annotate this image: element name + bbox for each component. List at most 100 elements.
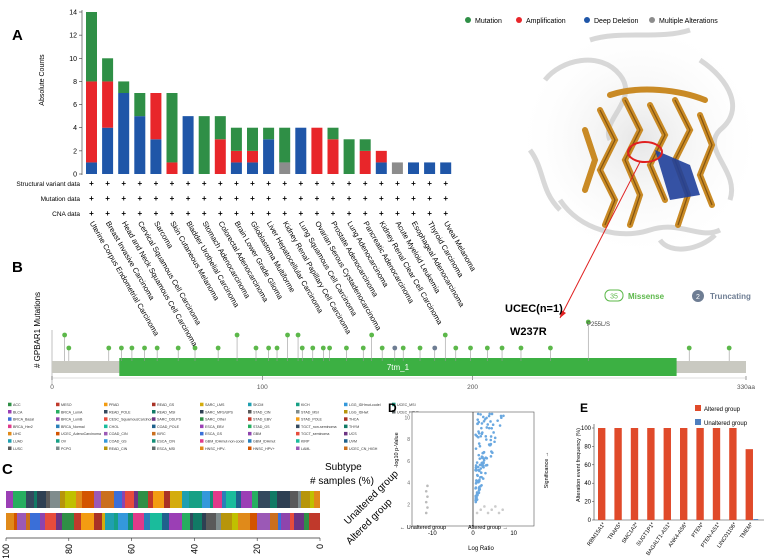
subtype-segment	[153, 491, 164, 508]
legend-altered: Altered group	[704, 407, 741, 413]
volcano-point-unaltered	[426, 484, 429, 488]
bar-segment	[230, 162, 242, 174]
subtype-legend-label: GBM_IDHmut-non-codel	[205, 440, 245, 444]
subtype-legend-label: ACC	[13, 403, 21, 407]
legend-mutation: Mutation	[475, 18, 502, 25]
panel-d-label: D	[388, 401, 397, 415]
bar-segment	[279, 162, 291, 174]
subtype-swatch	[152, 446, 156, 450]
row-mark: +	[186, 194, 191, 203]
subtype-swatch	[56, 446, 60, 450]
subtype-legend-label: READ_POLE	[109, 410, 131, 414]
volcano-point-altered	[496, 419, 499, 422]
legend-mutation-dot	[465, 17, 471, 23]
bar-segment	[230, 127, 242, 151]
volcano-point-altered	[490, 450, 493, 453]
subtype-swatch	[248, 439, 252, 443]
subtype-legend-label: COAD_CIN	[109, 432, 128, 436]
row-mark: +	[411, 209, 416, 218]
subtype-legend: ACC BLCA BRCA_Basal BRCA_Her2 LIHC LUAD LUSC ME…	[8, 402, 419, 451]
volcano-point-altered	[482, 451, 485, 455]
subtype-segment	[270, 513, 278, 530]
row-mark: +	[218, 179, 223, 188]
freq-bar-altered	[614, 428, 622, 520]
subtype-segment	[193, 513, 202, 530]
subtype-swatch	[104, 431, 108, 436]
lollipop-head	[295, 332, 301, 338]
lollipop-head	[62, 332, 68, 338]
legend-deep-deletion: Deep Deletion	[594, 18, 638, 25]
volcano-plot: -10 0 10 2 4 6 8 10	[404, 411, 535, 537]
subtype-legend-label: UCS	[349, 432, 357, 436]
y-tick-label: 14	[69, 10, 77, 17]
subtype-swatch	[200, 410, 204, 414]
subtype-segment	[169, 513, 182, 530]
subtype-swatch	[344, 431, 348, 436]
subtype-segment	[252, 491, 258, 508]
lollipop-head	[327, 345, 332, 351]
row-mark: +	[154, 194, 159, 203]
row-mark: +	[298, 209, 303, 218]
row-mark: +	[363, 209, 368, 218]
subtype-segment	[236, 491, 241, 508]
lollipop-head	[299, 345, 305, 351]
volcano-y-tick: 8	[407, 437, 410, 443]
freq-bar-altered	[712, 428, 721, 520]
volcano-point-altered	[485, 416, 488, 420]
lollipop-head	[369, 332, 375, 338]
subtype-swatch	[8, 431, 12, 436]
row-mark: +	[282, 209, 287, 218]
y-tick-label: 0	[73, 172, 77, 179]
subtype-title: Subtype	[325, 462, 362, 473]
lollipop-plot: 7tm_1 0 100 200 330aa	[50, 319, 755, 391]
subtype-legend-label: STAD_GS	[253, 425, 270, 429]
subtype-segment	[37, 491, 46, 508]
volcano-point-altered	[484, 471, 487, 475]
row-mark: +	[331, 209, 336, 218]
freq-y-tick-label: 60	[584, 463, 591, 469]
subtype-swatch	[248, 417, 252, 421]
subtype-legend-label: UVM	[349, 440, 357, 444]
volcano-y-tick: 2	[407, 502, 410, 508]
volcano-point-altered	[481, 465, 485, 469]
volcano-point-ns	[486, 511, 490, 515]
row-mark: +	[347, 179, 352, 188]
row-mark: +	[315, 194, 320, 203]
subtype-segment	[45, 513, 56, 530]
volcano-point-altered	[488, 412, 491, 416]
volcano-point-altered	[476, 465, 480, 469]
volcano-point-altered	[482, 459, 486, 462]
row-mark: +	[121, 209, 126, 218]
row-mark: +	[443, 194, 448, 203]
row-mark: +	[395, 194, 400, 203]
lollipop-head	[484, 345, 490, 351]
volcano-point-altered	[489, 438, 493, 442]
panel-c-label: C	[2, 461, 13, 478]
bar-segment	[327, 139, 339, 174]
subtype-segment	[26, 513, 30, 530]
legend-amplification: Amplification	[526, 18, 566, 25]
subtype-segment	[310, 491, 314, 508]
subtype-swatch	[56, 439, 60, 443]
volcano-point-altered	[480, 432, 484, 436]
subtype-swatch	[104, 439, 108, 443]
subtype-swatch	[8, 417, 12, 421]
row-mark: +	[266, 209, 271, 218]
panel-e-label: E	[580, 401, 588, 415]
row-mark: +	[379, 209, 384, 218]
y-tick-label: 12	[69, 33, 77, 40]
y-tick-label: 2	[73, 148, 77, 155]
bar-segment	[408, 162, 419, 174]
subtype-segment	[82, 491, 94, 508]
freq-category-label: TMEM*	[739, 521, 755, 540]
y-tick-label: 4	[73, 125, 77, 132]
bar-segment	[198, 116, 210, 174]
freq-bar-altered	[729, 428, 737, 520]
subtype-segment	[94, 491, 101, 508]
subtype-swatch	[248, 431, 252, 436]
subtype-segment	[216, 513, 221, 530]
volcano-point-altered	[485, 457, 489, 460]
ucec-annotation: UCEC(n=1)	[505, 303, 563, 315]
row-mark: +	[363, 179, 368, 188]
